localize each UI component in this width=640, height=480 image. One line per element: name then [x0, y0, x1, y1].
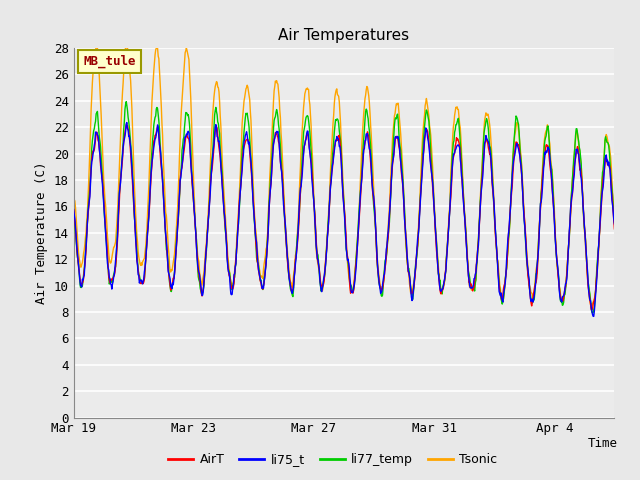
AirT [89, 148, 97, 154]
li75_t [70, 207, 77, 213]
li75_t [377, 291, 385, 297]
li77_temp [122, 99, 130, 105]
AirT [70, 207, 77, 213]
Tsonic [198, 280, 205, 286]
Tsonic [377, 287, 385, 292]
AirT [198, 291, 205, 297]
Tsonic [588, 303, 596, 309]
Text: MB_tule: MB_tule [83, 55, 136, 68]
Line: li75_t: li75_t [74, 122, 614, 316]
Y-axis label: Air Temperature (C): Air Temperature (C) [35, 162, 48, 304]
AirT [296, 200, 303, 205]
li75_t [507, 193, 515, 199]
AirT [588, 307, 596, 313]
Tsonic [296, 178, 303, 184]
Tsonic [267, 148, 275, 154]
li75_t [590, 313, 598, 319]
li77_temp [507, 192, 515, 197]
Tsonic [611, 210, 618, 216]
Legend: AirT, li75_t, li77_temp, Tsonic: AirT, li75_t, li77_temp, Tsonic [163, 448, 502, 471]
li77_temp [89, 133, 97, 139]
li77_temp [267, 168, 275, 173]
Line: Tsonic: Tsonic [74, 48, 614, 306]
li75_t [611, 221, 618, 227]
Title: Air Temperatures: Air Temperatures [278, 28, 410, 43]
li77_temp [296, 199, 303, 205]
Tsonic [70, 192, 77, 198]
li75_t [123, 120, 131, 125]
AirT [611, 226, 618, 232]
Text: Time: Time [588, 437, 618, 450]
li77_temp [589, 310, 596, 316]
AirT [507, 197, 515, 203]
Line: li77_temp: li77_temp [74, 102, 614, 313]
li75_t [198, 288, 205, 294]
li77_temp [70, 214, 77, 219]
Tsonic [89, 70, 97, 76]
li77_temp [611, 219, 618, 225]
li75_t [89, 151, 97, 157]
li75_t [267, 180, 275, 186]
AirT [122, 122, 130, 128]
Tsonic [507, 190, 515, 196]
AirT [267, 181, 275, 187]
li77_temp [377, 287, 385, 292]
AirT [377, 285, 385, 290]
li75_t [296, 193, 303, 199]
li77_temp [198, 290, 205, 296]
Line: AirT: AirT [74, 125, 614, 310]
Tsonic [92, 45, 100, 51]
